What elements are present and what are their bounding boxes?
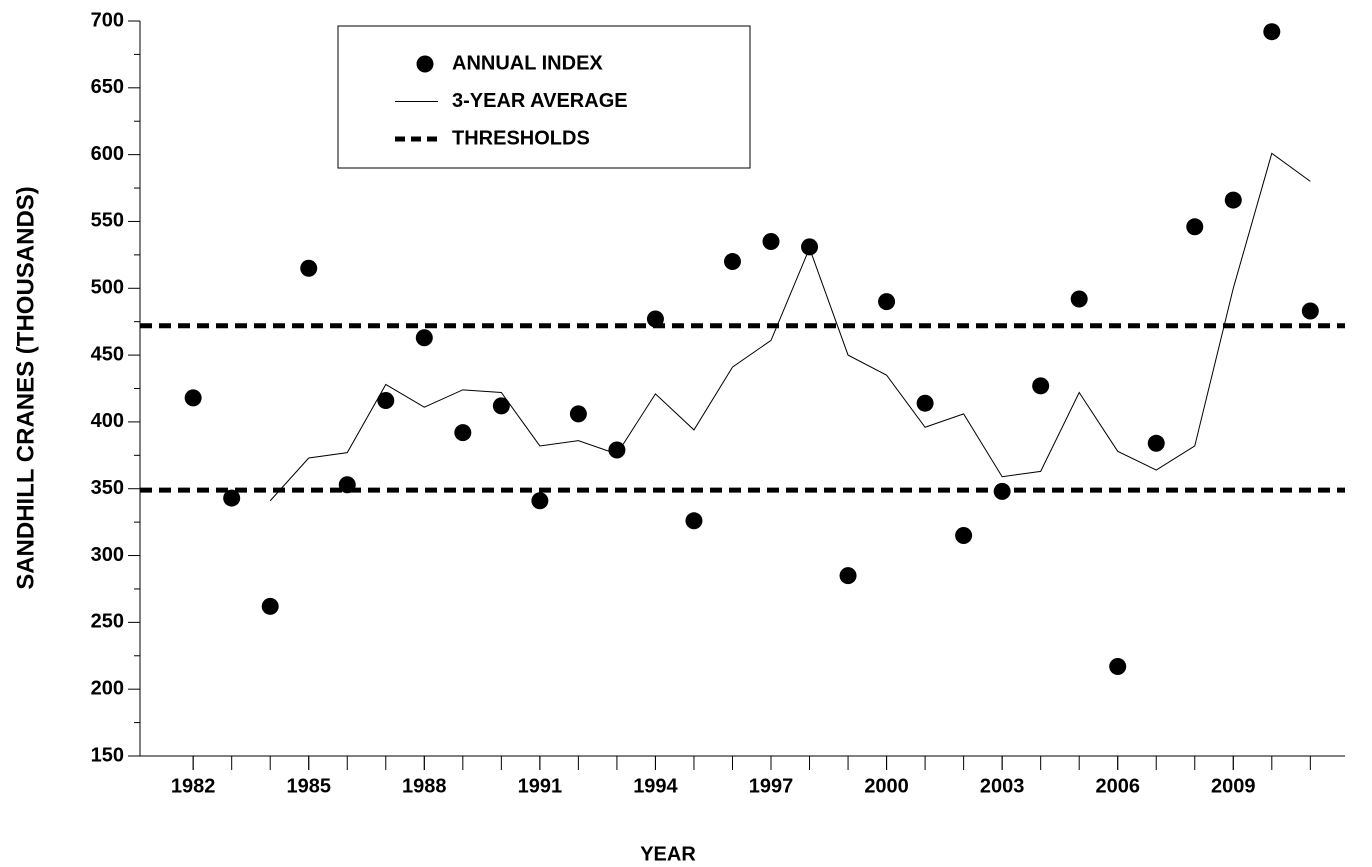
y-tick-label: 300 — [91, 544, 124, 566]
data-point — [1070, 290, 1088, 308]
x-tick-label: 1988 — [402, 775, 447, 797]
data-point — [1147, 434, 1165, 452]
y-tick-label: 600 — [91, 143, 124, 165]
x-tick-label: 2009 — [1211, 775, 1256, 797]
legend-marker — [416, 55, 434, 73]
data-point — [1032, 377, 1050, 395]
x-tick-label: 2000 — [864, 775, 909, 797]
y-tick-label: 250 — [91, 611, 124, 633]
y-tick-label: 450 — [91, 343, 124, 365]
y-tick-label: 650 — [91, 76, 124, 98]
data-point — [916, 394, 934, 412]
data-point — [300, 259, 318, 277]
y-axis-title: SANDHILL CRANES (THOUSANDS) — [12, 186, 39, 590]
data-point — [454, 424, 472, 442]
data-point — [762, 233, 780, 250]
data-point — [608, 441, 626, 459]
data-point — [993, 482, 1011, 500]
average-line — [269, 152, 1311, 502]
x-tick-label: 1985 — [286, 775, 331, 797]
data-point — [531, 492, 549, 510]
data-point — [801, 238, 819, 256]
data-point — [839, 567, 857, 585]
y-tick-label: 500 — [91, 277, 124, 299]
x-tick-label: 1994 — [633, 775, 678, 797]
y-tick-label: 550 — [91, 210, 124, 232]
x-tick-label: 2003 — [980, 775, 1025, 797]
data-point — [646, 310, 664, 328]
x-tick-label: 1991 — [518, 775, 563, 797]
legend-label: THRESHOLDS — [452, 127, 590, 149]
data-point — [878, 293, 896, 311]
x-axis-title: YEAR — [640, 843, 696, 865]
y-tick-label: 400 — [91, 410, 124, 432]
legend — [337, 25, 751, 169]
data-point — [1186, 218, 1204, 236]
data-point — [1224, 191, 1242, 209]
data-point — [1301, 302, 1319, 320]
data-point — [569, 405, 587, 423]
x-tick-label: 1997 — [749, 775, 794, 797]
y-tick-label: 700 — [91, 9, 124, 31]
data-point — [223, 489, 241, 507]
x-tick-label: 2006 — [1095, 775, 1140, 797]
y-tick-label: 150 — [91, 744, 124, 766]
data-point — [377, 392, 395, 410]
data-point — [1109, 657, 1127, 675]
data-point — [415, 329, 433, 347]
data-point — [955, 527, 973, 544]
x-tick-label: 1982 — [171, 775, 216, 797]
y-tick-label: 350 — [91, 477, 124, 499]
data-point — [261, 597, 279, 615]
data-point — [492, 397, 510, 415]
legend-label: 3-YEAR AVERAGE — [452, 90, 628, 112]
y-tick-label: 200 — [91, 677, 124, 699]
data-point — [338, 476, 356, 494]
legend-label: ANNUAL INDEX — [452, 52, 603, 74]
data-point — [1263, 23, 1281, 41]
data-point — [685, 512, 703, 530]
data-point — [184, 389, 202, 407]
data-point — [723, 253, 741, 271]
